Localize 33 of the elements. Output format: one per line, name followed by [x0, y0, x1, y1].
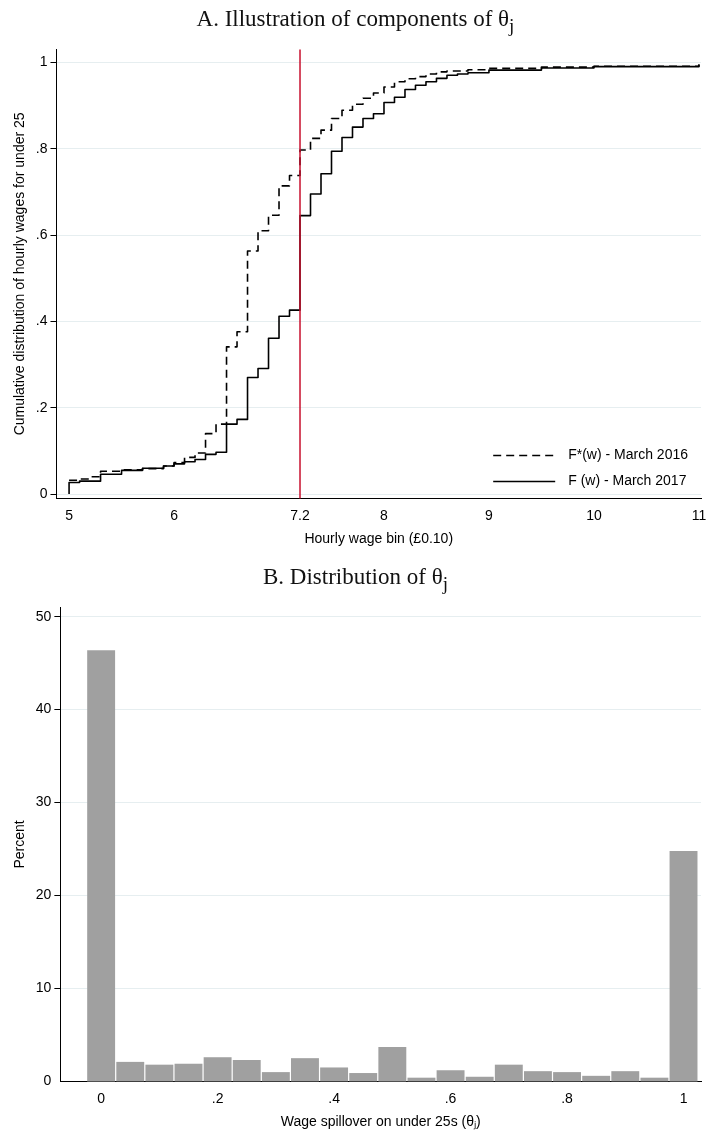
- x-tick-label: 7.2: [290, 506, 310, 523]
- x-tick-label: 10: [586, 506, 602, 523]
- x-tick-label: .2: [211, 1089, 224, 1106]
- chart-title: A. Illustration of components of θ$_{j}$: [195, 5, 516, 38]
- legend-label: F (w) - March 2017: [568, 472, 687, 489]
- x-tick-label: .8: [561, 1089, 574, 1106]
- x-tick-label: 0: [97, 1089, 106, 1106]
- x-tick-label: 8: [380, 506, 389, 523]
- y-tick-label: 0: [39, 484, 48, 501]
- y-tick-label: .2: [35, 398, 48, 415]
- x-tick-label: .6: [444, 1089, 457, 1106]
- y-tick-label: 20: [35, 886, 52, 903]
- x-tick-label: 11: [691, 506, 707, 523]
- y-tick-label: 40: [35, 700, 52, 717]
- y-tick-label: 10: [35, 979, 52, 996]
- y-tick-label: .8: [35, 139, 48, 156]
- x-tick-label: 9: [485, 506, 494, 523]
- x-tick-label: .4: [328, 1089, 341, 1106]
- y-axis-title: Cumulative distribution of hourly wages for under 25: [11, 112, 28, 436]
- x-axis-title: Hourly wage bin (£0.10): [304, 530, 454, 547]
- y-tick-label: 50: [35, 607, 52, 624]
- chart-title: B. Distribution of θ$_{j}$: [262, 563, 449, 596]
- y-tick-label: 0: [43, 1072, 52, 1089]
- y-tick-label: 1: [39, 53, 48, 70]
- x-tick-label: 6: [170, 506, 179, 523]
- legend-label: F*(w) - March 2016: [568, 446, 689, 463]
- y-tick-label: .4: [35, 312, 48, 329]
- y-tick-label: .6: [35, 225, 48, 242]
- y-tick-label: 30: [35, 793, 52, 810]
- x-tick-label: 5: [65, 506, 74, 523]
- x-axis-title: Wage spillover on under 25s (θⱼ): [280, 1113, 481, 1131]
- x-tick-label: 1: [679, 1089, 688, 1106]
- y-axis-title: Percent: [11, 820, 28, 869]
